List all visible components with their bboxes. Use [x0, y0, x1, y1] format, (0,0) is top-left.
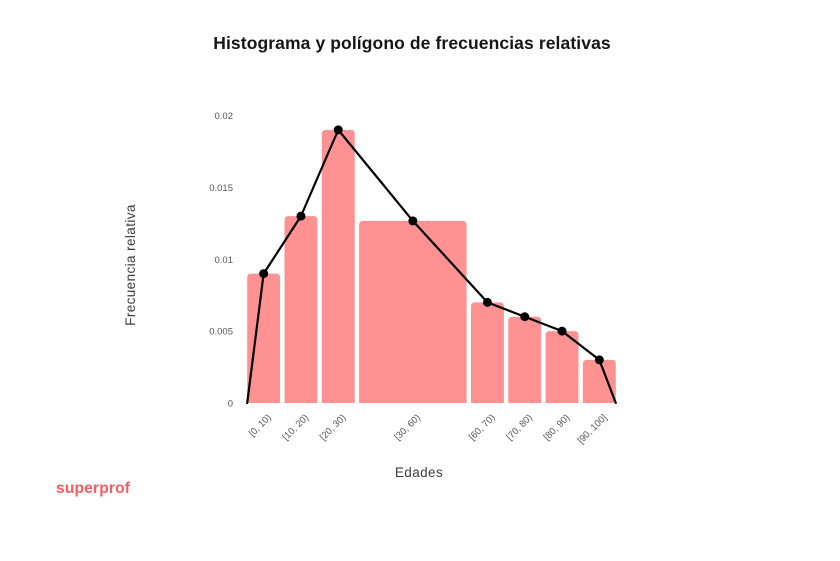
y-tick-label: 0: [228, 399, 233, 410]
histogram-bar: [321, 129, 355, 403]
x-axis-title: Edades: [394, 465, 444, 480]
histogram-bar: [508, 316, 542, 403]
histogram-bar: [545, 331, 579, 403]
x-tick-label: [80, 90): [542, 412, 573, 443]
x-tick-label: [30, 60): [392, 412, 423, 443]
y-tick-label: 0.005: [209, 327, 233, 338]
polygon-marker: [408, 216, 418, 226]
y-tick-label: 0.015: [209, 183, 233, 194]
histogram-bar: [247, 273, 281, 403]
superprof-logo: superprof: [56, 480, 131, 497]
frequency-polygon: [246, 128, 617, 405]
x-tick-label: [20, 30): [318, 412, 349, 443]
y-tick-label: 0.01: [215, 255, 234, 266]
x-tick-label: [60, 70): [467, 412, 498, 443]
polygon-marker: [296, 211, 306, 221]
x-tick-label: [10, 20): [281, 412, 312, 443]
histogram-bar: [471, 302, 504, 403]
histogram-bar: [359, 220, 467, 403]
chart-title: Histograma y polígono de frecuencias rel…: [213, 33, 611, 53]
y-axis-title: Frecuencia relativa: [123, 204, 138, 326]
polygon-marker: [520, 312, 530, 322]
y-tick-label: 0.02: [215, 111, 234, 122]
histogram-bar: [284, 216, 318, 403]
polygon-marker: [333, 125, 343, 135]
x-tick-label: [70, 80): [504, 412, 535, 443]
x-tick-label: [0, 10): [247, 412, 274, 439]
polygon-marker: [482, 297, 492, 307]
polygon-marker: [259, 269, 269, 279]
x-tick-label: [90, 100]: [576, 412, 610, 446]
histogram-bar: [582, 359, 616, 403]
polygon-marker: [594, 355, 604, 365]
polygon-marker: [557, 326, 567, 336]
